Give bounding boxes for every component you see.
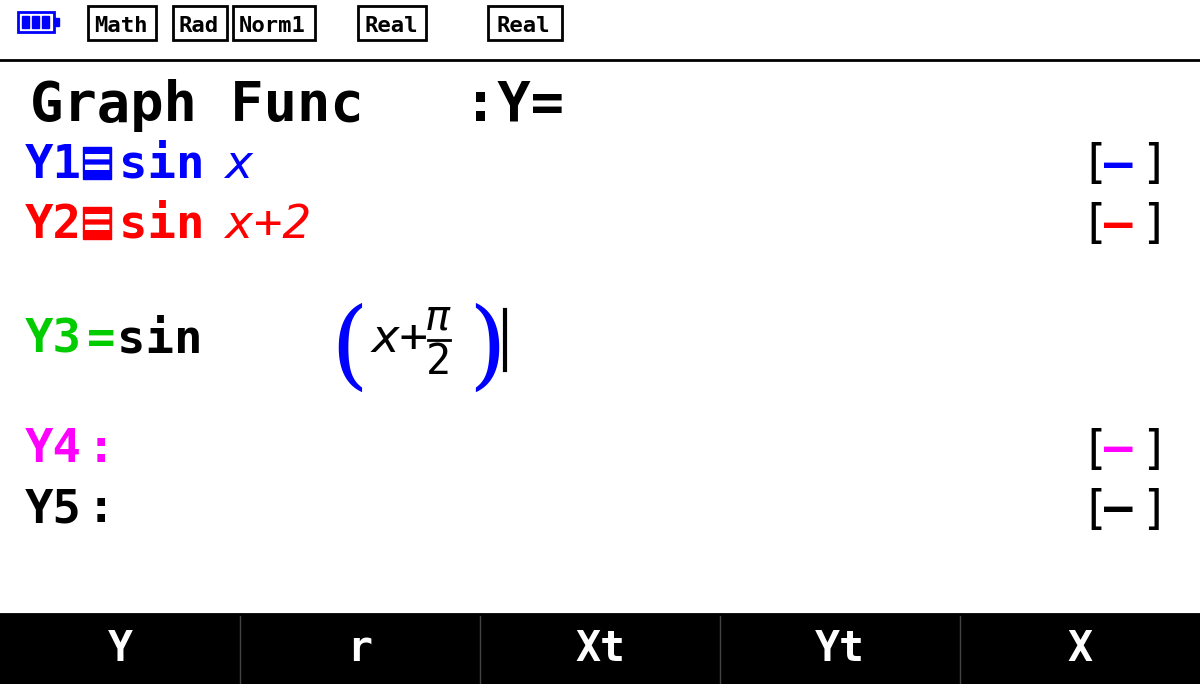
Bar <box>83 207 112 239</box>
Text: x+: x+ <box>372 317 430 363</box>
Text: Norm1: Norm1 <box>239 16 306 36</box>
Text: Math: Math <box>94 16 148 36</box>
Text: Real: Real <box>496 16 550 36</box>
Text: Yt: Yt <box>815 628 865 670</box>
Text: ): ) <box>468 303 506 397</box>
Text: :: : <box>88 428 115 473</box>
Text: Y4: Y4 <box>25 428 82 473</box>
Text: $\pi$: $\pi$ <box>424 297 452 339</box>
Text: x: x <box>197 142 254 187</box>
Text: ]: ] <box>1140 202 1169 248</box>
Text: [: [ <box>1080 142 1109 187</box>
Bar <box>0 0 1200 60</box>
Text: =: = <box>88 317 115 363</box>
Text: ]: ] <box>1140 428 1169 473</box>
Text: [: [ <box>1080 428 1109 473</box>
Bar <box>22 16 29 28</box>
Text: [: [ <box>1080 202 1109 248</box>
Text: Graph Func   :Y=: Graph Func :Y= <box>30 79 564 131</box>
Text: =: = <box>83 142 112 187</box>
Text: Xt: Xt <box>575 628 625 670</box>
Bar <box>18 12 54 32</box>
Text: 2: 2 <box>426 341 450 383</box>
Text: sin: sin <box>119 202 204 248</box>
Text: Y5: Y5 <box>25 488 82 533</box>
Text: =: = <box>83 202 112 248</box>
Text: x+2: x+2 <box>197 202 311 248</box>
Bar <box>0 614 1200 684</box>
Text: Rad: Rad <box>179 16 220 36</box>
Text: (: ( <box>330 303 368 397</box>
Text: sin: sin <box>118 317 203 363</box>
Text: ]: ] <box>1140 142 1169 187</box>
Text: r: r <box>348 628 372 670</box>
Text: [: [ <box>1080 488 1109 533</box>
Bar <box>54 18 59 26</box>
Text: Y2: Y2 <box>25 202 82 248</box>
Text: —: — <box>1104 428 1133 473</box>
Bar <box>42 16 49 28</box>
Text: Y: Y <box>108 628 132 670</box>
Bar <box>32 16 38 28</box>
Bar <box>83 147 112 179</box>
Text: ]: ] <box>1140 488 1169 533</box>
Text: Real: Real <box>364 16 418 36</box>
Text: X: X <box>1068 628 1092 670</box>
Text: sin: sin <box>119 142 204 187</box>
Text: Y3: Y3 <box>25 317 82 363</box>
Text: —: — <box>1104 488 1133 533</box>
Text: Y1: Y1 <box>25 142 82 187</box>
Text: —: — <box>1104 142 1133 187</box>
Text: —: — <box>1104 202 1133 248</box>
Text: :: : <box>88 488 115 533</box>
